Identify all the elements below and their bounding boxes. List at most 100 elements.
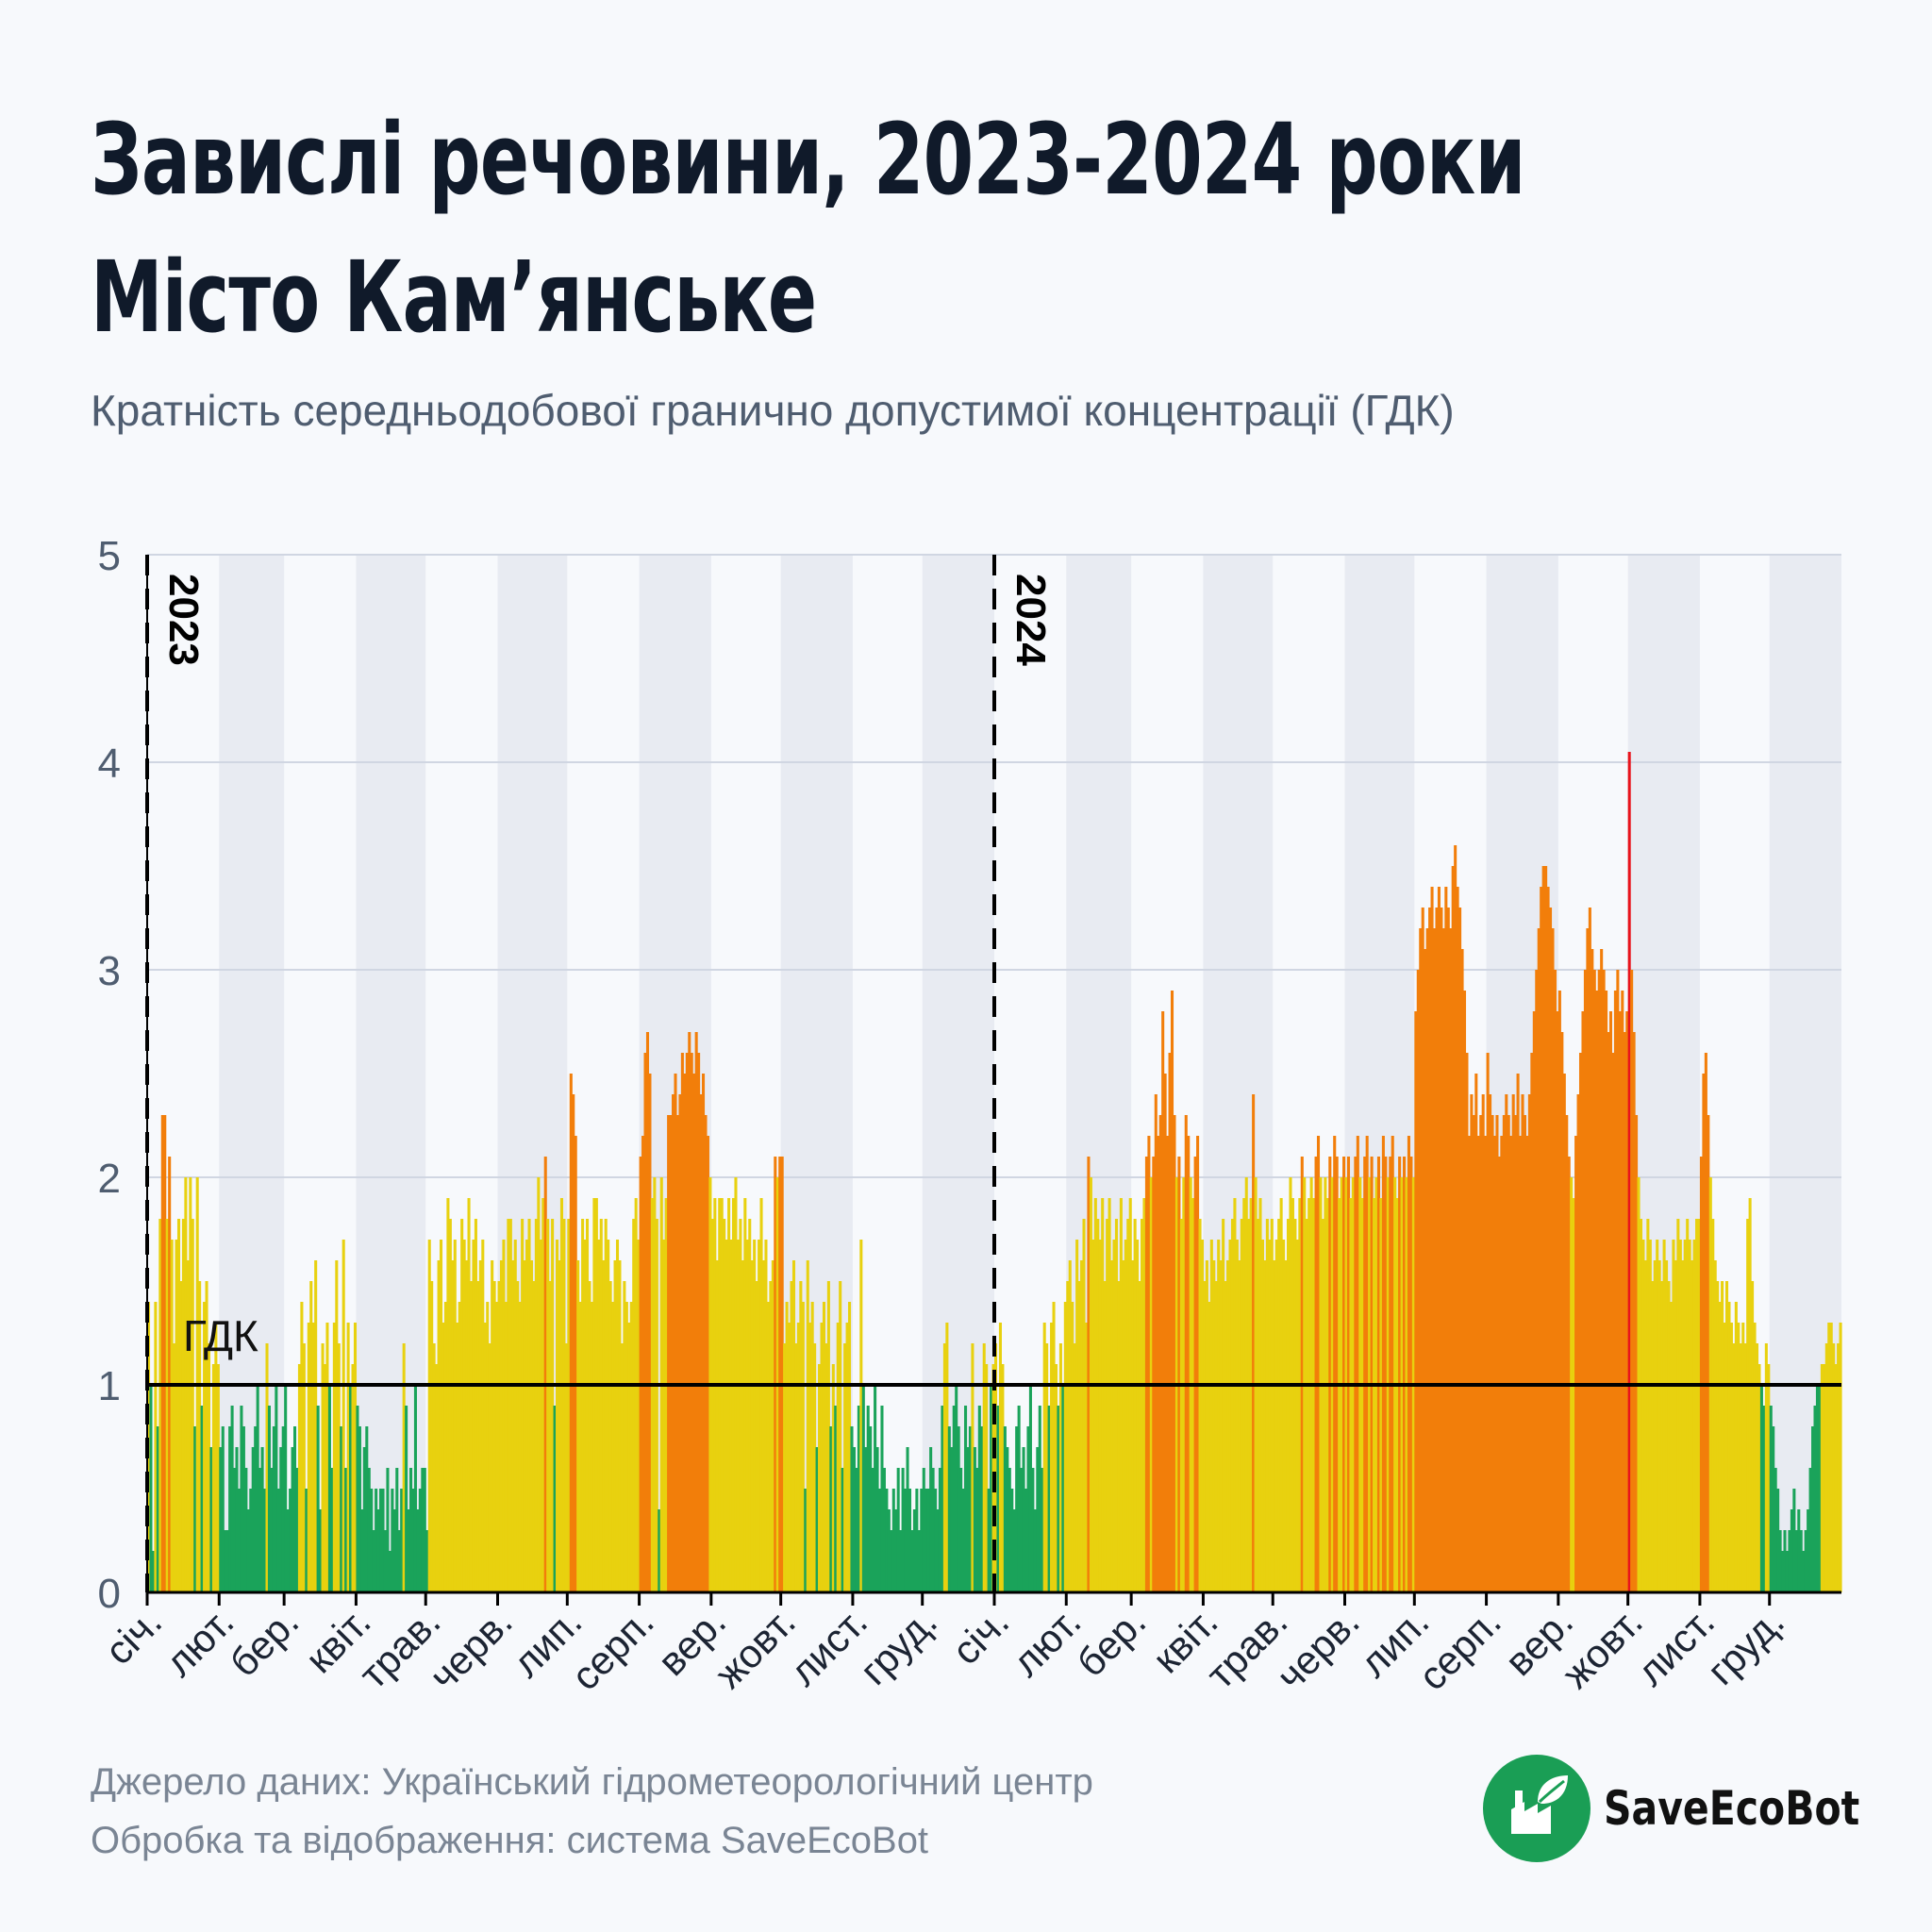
daily-bar	[407, 1509, 410, 1592]
daily-bar	[402, 1343, 406, 1592]
daily-bar	[173, 1343, 176, 1592]
daily-bar	[425, 1530, 429, 1592]
daily-bar	[1732, 1343, 1736, 1592]
daily-bar	[1567, 1157, 1571, 1592]
daily-bar	[678, 1094, 682, 1592]
daily-bar	[1424, 949, 1427, 1592]
daily-bar	[1794, 1530, 1798, 1592]
daily-bar	[1131, 1260, 1135, 1592]
daily-bar	[1257, 1219, 1260, 1592]
daily-bar	[372, 1530, 375, 1592]
daily-bar	[467, 1198, 471, 1592]
daily-bar	[176, 1219, 181, 1592]
daily-bar	[637, 1240, 641, 1592]
daily-bar	[597, 1240, 601, 1592]
daily-bar	[1802, 1551, 1806, 1592]
daily-bar	[1572, 1198, 1575, 1592]
daily-bar	[715, 1260, 719, 1592]
daily-bar	[1837, 1343, 1840, 1592]
y-tick-label: 4	[98, 741, 121, 787]
daily-bar	[1117, 1281, 1121, 1592]
daily-bar	[1704, 1053, 1707, 1592]
daily-bar	[658, 1509, 661, 1592]
daily-bar	[655, 1219, 658, 1592]
daily-bar	[1389, 1157, 1392, 1592]
daily-bar	[1291, 1198, 1294, 1592]
daily-bar	[761, 1260, 766, 1592]
logo-text: SaveEcoBot	[1604, 1781, 1860, 1836]
daily-bar	[592, 1198, 596, 1592]
daily-bar	[344, 1468, 348, 1592]
daily-bar	[1373, 1198, 1376, 1592]
chart-subtitle: Кратність середньодобової гранично допус…	[91, 386, 1455, 435]
daily-bar	[938, 1468, 942, 1592]
daily-bar	[966, 1447, 970, 1592]
daily-bar	[964, 1406, 968, 1592]
daily-bar	[548, 1281, 552, 1592]
daily-bar	[321, 1343, 325, 1592]
daily-bar	[620, 1343, 624, 1592]
daily-bar	[857, 1406, 860, 1592]
daily-bar	[451, 1260, 455, 1592]
daily-bar	[1549, 908, 1553, 1592]
daily-bar	[379, 1489, 383, 1592]
daily-bar	[1075, 1240, 1079, 1592]
daily-bar	[1133, 1219, 1137, 1592]
daily-bar	[1509, 1136, 1513, 1592]
daily-bar	[1200, 1240, 1205, 1592]
daily-bar	[753, 1240, 757, 1592]
daily-bar	[836, 1323, 840, 1592]
daily-bar	[1790, 1509, 1793, 1592]
daily-bar	[309, 1281, 313, 1592]
daily-bar	[1530, 1053, 1534, 1592]
daily-bar	[699, 1094, 703, 1592]
daily-bar	[240, 1406, 243, 1592]
daily-bar	[448, 1219, 452, 1592]
daily-bar	[1316, 1136, 1321, 1592]
daily-bar	[731, 1198, 736, 1592]
daily-bar	[1662, 1240, 1666, 1592]
daily-bar	[1690, 1260, 1694, 1592]
daily-bar	[521, 1219, 525, 1592]
daily-bar	[685, 1053, 689, 1592]
daily-bar	[1061, 1385, 1065, 1592]
daily-bar	[567, 1219, 571, 1592]
daily-bar	[848, 1302, 852, 1592]
daily-bar	[1395, 1198, 1399, 1592]
daily-bar	[1527, 1094, 1531, 1592]
daily-bar	[411, 1489, 415, 1592]
daily-bar	[527, 1219, 531, 1592]
daily-bar	[771, 1260, 774, 1592]
daily-bar	[1737, 1323, 1740, 1592]
daily-bar	[460, 1219, 464, 1592]
daily-bar	[1208, 1302, 1211, 1592]
daily-bar	[488, 1343, 491, 1592]
daily-bar	[1091, 1240, 1095, 1592]
daily-bar	[971, 1343, 974, 1592]
daily-bar	[478, 1260, 482, 1592]
daily-bar	[727, 1198, 731, 1592]
daily-bar	[1444, 887, 1448, 1592]
daily-bar	[272, 1426, 275, 1592]
daily-bar	[1031, 1468, 1035, 1592]
daily-bar	[1212, 1260, 1216, 1592]
daily-bar	[1177, 1157, 1181, 1592]
daily-bar	[1755, 1343, 1759, 1592]
daily-bar	[356, 1406, 359, 1592]
daily-bar	[483, 1323, 487, 1592]
daily-bar	[1656, 1240, 1659, 1592]
daily-bar	[1525, 1136, 1529, 1592]
daily-bar	[790, 1281, 793, 1592]
daily-bar	[168, 1157, 172, 1592]
daily-bar	[508, 1219, 512, 1592]
daily-bar	[314, 1260, 318, 1592]
daily-bar	[910, 1530, 914, 1592]
daily-bar	[497, 1281, 501, 1592]
daily-bar	[1465, 1053, 1469, 1592]
daily-bar	[367, 1468, 371, 1592]
daily-bar	[1409, 1157, 1413, 1592]
daily-bar	[826, 1281, 830, 1592]
daily-bar	[1804, 1530, 1807, 1592]
daily-bar	[1462, 991, 1467, 1592]
daily-bar	[207, 1343, 211, 1592]
